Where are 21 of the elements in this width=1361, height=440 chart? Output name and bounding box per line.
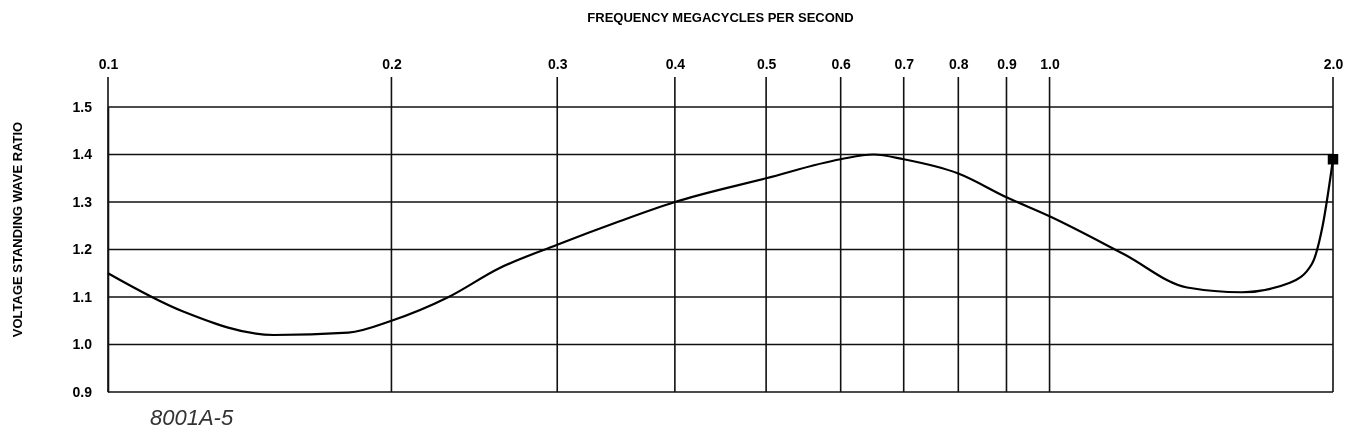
y-axis-title: VOLTAGE STANDING WAVE RATIO: [10, 121, 25, 338]
x-tick-label: 0.1: [98, 56, 119, 72]
text: 8001A-5: [150, 405, 234, 430]
y-tick-label: 1.2: [72, 241, 93, 258]
y-tick-label: 1.4: [72, 146, 93, 163]
x-tick-label: 0.7: [894, 56, 915, 72]
y-tick-label: 1.5: [72, 98, 93, 115]
x-tick-label: 2.0: [1323, 56, 1344, 72]
x-tick-label: 0.6: [831, 56, 852, 72]
x-tick-label: 0.9: [997, 56, 1017, 72]
y-tick-label: 1.3: [72, 193, 93, 210]
x-tick-label: 0.2: [382, 56, 402, 72]
x-tick-label: 1.0: [1040, 56, 1060, 72]
x-tick-label: 0.8: [949, 56, 969, 72]
y-tick-label: 1.1: [72, 288, 93, 305]
y-tick-label: 0.9: [72, 383, 93, 400]
x-axis-title: FREQUENCY MEGACYCLES PER SECOND: [587, 10, 854, 25]
x-tick-label: 0.5: [756, 56, 777, 72]
x-tick-label: 0.3: [548, 56, 568, 72]
y-tick-label: 1.0: [72, 336, 93, 353]
x-tick-label: 0.4: [665, 56, 686, 72]
